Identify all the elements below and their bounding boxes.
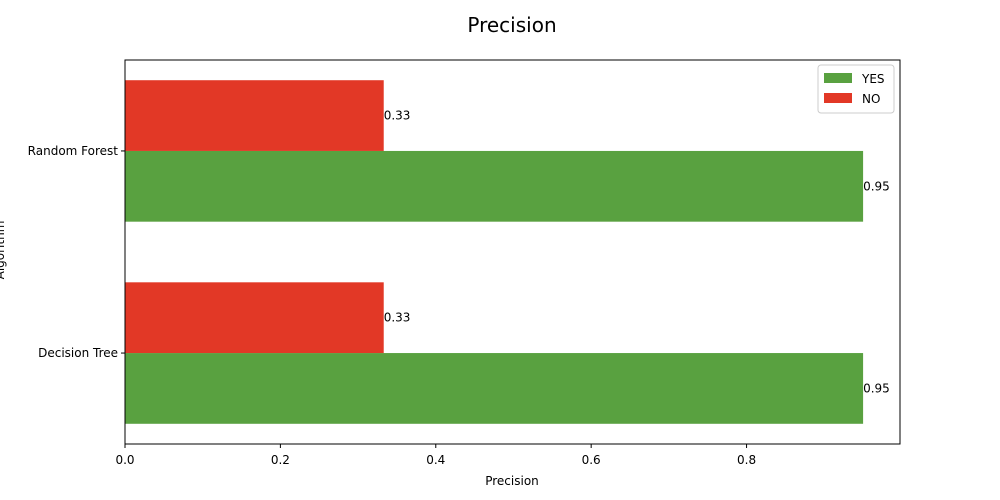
y-axis-label: Algorithm <box>0 221 7 280</box>
x-axis-label: Precision <box>485 474 539 488</box>
y-axis: Decision Tree Random Forest <box>28 144 125 360</box>
legend-swatch-yes <box>824 73 852 83</box>
legend-label-no: NO <box>862 92 880 106</box>
x-tick-label: 0.6 <box>582 453 601 467</box>
bar-yes-random-forest <box>125 150 864 222</box>
y-tick-label: Random Forest <box>28 144 119 158</box>
plot-frame <box>124 59 901 445</box>
x-tick-label: 0.0 <box>115 453 134 467</box>
data-label-yes-random-forest: 0.95 <box>863 179 890 193</box>
data-label-no-decision-tree: 0.33 <box>384 311 411 325</box>
x-tick-label: 0.8 <box>737 453 756 467</box>
x-tick-label: 0.4 <box>426 453 445 467</box>
data-label-yes-decision-tree: 0.95 <box>863 381 890 395</box>
x-axis: 0.0 0.2 0.4 0.6 0.8 <box>115 444 756 467</box>
legend-label-yes: YES <box>861 72 885 86</box>
bars-group <box>125 80 864 424</box>
bar-yes-decision-tree <box>125 353 864 424</box>
x-tick-label: 0.2 <box>271 453 290 467</box>
y-tick-label: Decision Tree <box>38 346 118 360</box>
bar-no-random-forest <box>125 80 384 151</box>
legend-swatch-no <box>824 93 852 103</box>
bar-no-decision-tree <box>125 282 384 354</box>
data-labels-group: 0.95 0.33 0.95 0.33 <box>384 109 890 396</box>
legend: YES NO <box>817 64 895 114</box>
chart-title: Precision <box>467 13 556 37</box>
data-label-no-random-forest: 0.33 <box>384 109 411 123</box>
